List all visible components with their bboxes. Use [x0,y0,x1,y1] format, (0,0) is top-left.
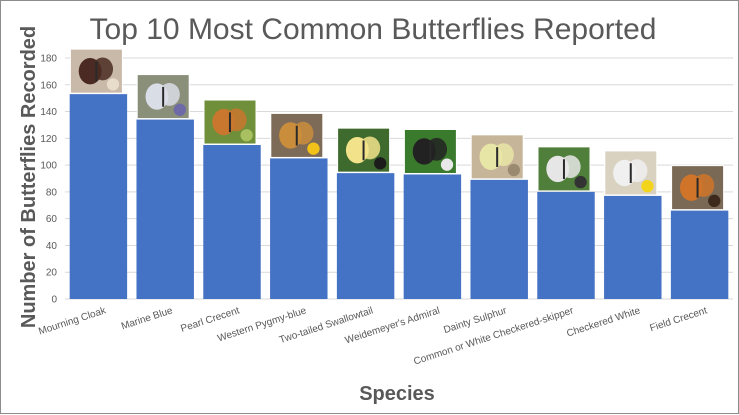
weidemeyers-admiral-photo [403,128,457,174]
x-category-label: Mourning Cloak [37,305,108,337]
marine-blue-photo [136,74,190,120]
y-tick-label: 40 [46,241,58,252]
bar [336,173,395,299]
pearl-crescent-photo [203,99,257,145]
bar [136,119,194,299]
y-tick-label: 120 [40,134,57,145]
y-tick-label: 180 [40,54,57,65]
x-axis-title: Species [359,383,435,405]
bar [69,94,128,300]
y-tick-label: 80 [46,187,58,198]
x-category-label: Checkered White [565,305,642,339]
x-category-labels: Mourning Cloak Marine Blue Pearl CrecentWe… [37,305,708,367]
y-tick-labels: 0 20 40 60 80 100 120 140 160 180 [40,54,57,306]
chart-title: Top 10 Most Common Butterflies Reported [90,13,657,46]
y-tick-label: 160 [40,80,57,91]
two-tailed-swallowtail-photo [337,127,391,173]
y-tick-label: 140 [40,107,57,118]
bar [604,195,662,299]
mourning-cloak-photo [69,48,123,94]
y-tick-label: 100 [40,161,57,172]
checkered-white-photo [604,150,658,196]
bars [69,94,729,300]
dainty-sulphur-photo [470,134,524,180]
bar [670,210,729,299]
y-tick-label: 20 [46,268,58,279]
x-category-label: Marine Blue [120,305,175,332]
checkered-skipper-photo [537,146,591,192]
y-axis-title: Number of Butterflies Recorded [18,26,40,328]
bar [403,174,462,299]
bar [537,191,595,299]
western-pygmy-blue-photo [270,112,324,158]
y-tick-label: 0 [51,295,57,306]
bar [270,158,328,299]
x-category-label: Field Crecent [649,305,709,334]
bar [203,145,261,299]
bar [470,179,528,299]
butterfly-photos [69,48,725,211]
y-tick-label: 60 [46,214,58,225]
field-crescent-photo [671,165,725,211]
